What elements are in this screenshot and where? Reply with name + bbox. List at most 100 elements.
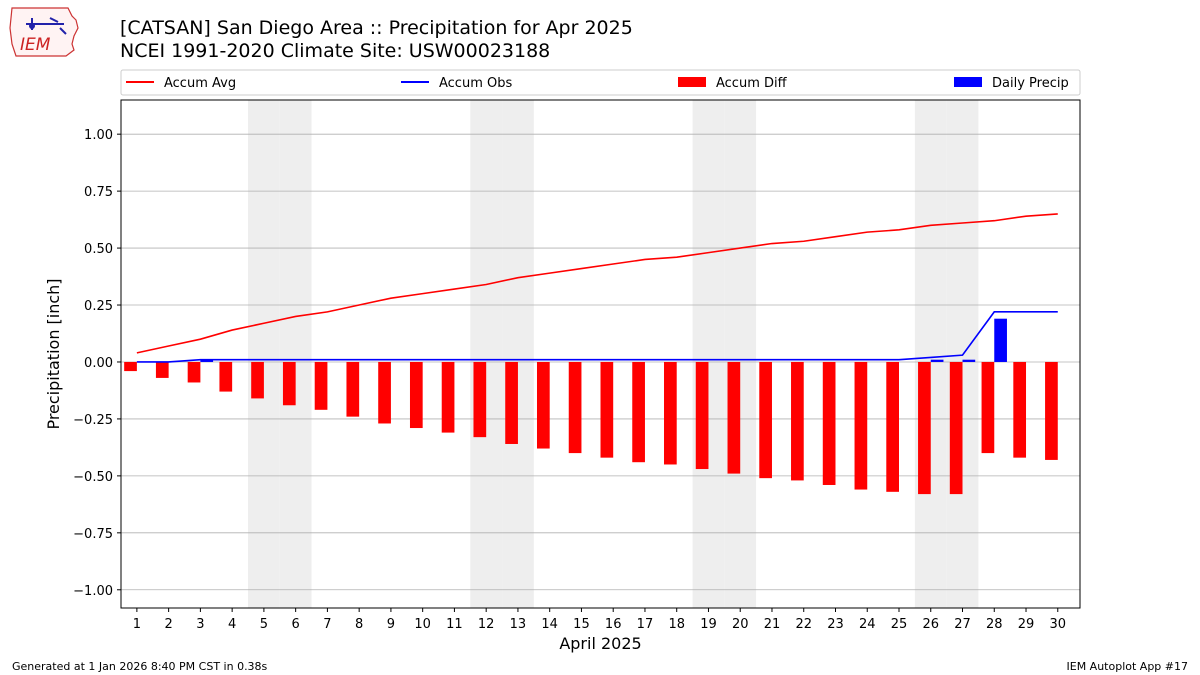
- y-tick-label: 0.75: [84, 185, 113, 200]
- x-axis-label: April 2025: [559, 634, 641, 653]
- accum-diff-bar: [759, 361, 772, 479]
- y-tick-label: 0.00: [84, 356, 113, 371]
- x-tick-label: 30: [1049, 617, 1066, 632]
- y-axis-label: Precipitation [inch]: [44, 278, 63, 429]
- x-tick-label: 28: [986, 617, 1003, 632]
- daily-precip-bar: [962, 359, 976, 362]
- accum-diff-bar: [1013, 361, 1027, 458]
- accum-diff-bar: [282, 361, 296, 406]
- weekend-band: [279, 100, 312, 608]
- x-tick-label: 5: [260, 617, 268, 632]
- x-tick-label: 24: [859, 617, 876, 632]
- x-tick-label: 9: [387, 617, 395, 632]
- accum-diff-bar: [949, 361, 963, 495]
- weekend-band: [914, 100, 947, 608]
- weekend-band: [470, 100, 503, 608]
- x-tick-label: 6: [292, 617, 300, 632]
- legend-bar-swatch: [678, 77, 706, 87]
- accum-diff-bar: [886, 361, 899, 492]
- weekend-band: [248, 100, 280, 608]
- accum-diff-bar: [441, 361, 455, 433]
- accum-obs-line: [136, 311, 1058, 363]
- x-tick-label: 2: [164, 617, 172, 632]
- x-tick-label: 11: [446, 617, 463, 632]
- legend-label: Accum Diff: [716, 76, 788, 91]
- daily-precip-bar: [994, 318, 1007, 362]
- accum-diff-bar: [378, 361, 391, 424]
- y-tick-label: 0.25: [84, 299, 113, 314]
- daily-precip-bar: [200, 359, 214, 362]
- accum-diff-bar: [854, 361, 868, 490]
- legend-box: [120, 69, 1081, 96]
- x-tick-label: 10: [414, 617, 431, 632]
- accum-diff-bar: [505, 361, 518, 444]
- x-tick-label: 22: [795, 617, 812, 632]
- chart-title: [CATSAN] San Diego Area :: Precipitation…: [120, 17, 633, 39]
- x-tick-label: 26: [922, 617, 939, 632]
- x-tick-label: 4: [228, 617, 236, 632]
- x-tick-label: 14: [541, 617, 558, 632]
- y-tick-label: 0.50: [84, 242, 113, 257]
- accum-diff-bar: [155, 361, 169, 378]
- y-tick-label: −0.25: [73, 413, 113, 428]
- accum-avg-line: [136, 213, 1058, 354]
- accum-diff-bar: [568, 361, 582, 454]
- x-tick-label: 20: [732, 617, 749, 632]
- accum-diff-bar: [124, 361, 137, 372]
- accum-diff-bar: [473, 361, 487, 438]
- weekend-band: [502, 100, 534, 608]
- y-tick-label: −0.50: [73, 470, 113, 485]
- iowa-state-outline: [9, 7, 79, 57]
- logo-text: IEM: [20, 35, 51, 55]
- x-tick-label: 7: [323, 617, 331, 632]
- legend-label: Accum Obs: [439, 76, 512, 91]
- generated-timestamp: Generated at 1 Jan 2026 8:40 PM CST in 0…: [12, 660, 268, 673]
- x-tick-label: 13: [510, 617, 527, 632]
- accum-diff-bar: [219, 361, 233, 392]
- x-tick-label: 17: [637, 617, 654, 632]
- accum-diff-bar: [664, 361, 677, 465]
- accum-diff-bar: [695, 361, 709, 470]
- accum-diff-bar: [632, 361, 645, 463]
- x-tick-label: 8: [355, 617, 363, 632]
- y-tick-label: −1.00: [73, 584, 113, 599]
- accum-diff-bar: [536, 361, 550, 449]
- accum-diff-bar: [600, 361, 614, 458]
- x-tick-label: 21: [764, 617, 781, 632]
- x-tick-label: 19: [700, 617, 717, 632]
- x-tick-label: 3: [196, 617, 204, 632]
- legend-label: Accum Avg: [164, 76, 236, 91]
- x-tick-label: 25: [891, 617, 908, 632]
- x-tick-label: 23: [827, 617, 844, 632]
- accum-diff-bar: [346, 361, 360, 417]
- accum-diff-bar: [314, 361, 328, 410]
- x-tick-label: 29: [1018, 617, 1035, 632]
- accum-diff-bar: [791, 361, 804, 481]
- accum-diff-bar: [409, 361, 423, 429]
- weekend-band: [692, 100, 725, 608]
- x-tick-label: 12: [478, 617, 495, 632]
- app-credit: IEM Autoplot App #17: [1066, 660, 1189, 673]
- x-tick-label: 27: [954, 617, 971, 632]
- daily-precip-bar: [930, 359, 944, 362]
- y-tick-label: 1.00: [84, 128, 113, 143]
- station-dot-icon: [29, 23, 35, 29]
- x-tick-label: 1: [133, 617, 141, 632]
- weekend-band: [724, 100, 757, 608]
- legend-label: Daily Precip: [992, 76, 1069, 91]
- chart-subtitle: NCEI 1991-2020 Climate Site: USW00023188: [120, 40, 551, 62]
- plot-frame: [120, 99, 1081, 609]
- accum-diff-bar: [981, 361, 995, 454]
- y-tick-label: −0.75: [73, 527, 113, 542]
- accum-diff-bar: [822, 361, 836, 485]
- accum-diff-bar: [1045, 361, 1058, 460]
- x-tick-label: 18: [668, 617, 685, 632]
- x-tick-label: 15: [573, 617, 590, 632]
- accum-diff-bar: [918, 361, 931, 495]
- iem-logo: IEM: [9, 7, 79, 57]
- accum-diff-bar: [727, 361, 741, 474]
- x-tick-label: 16: [605, 617, 622, 632]
- accum-diff-bar: [187, 361, 201, 383]
- legend-bar-swatch: [954, 77, 982, 87]
